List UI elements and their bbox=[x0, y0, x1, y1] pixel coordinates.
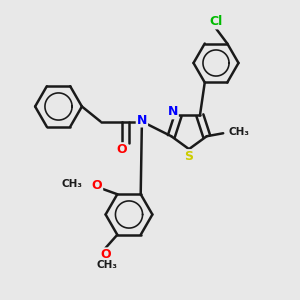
Text: CH₃: CH₃ bbox=[96, 260, 117, 270]
Text: N: N bbox=[137, 113, 147, 127]
Text: CH₃: CH₃ bbox=[229, 127, 250, 137]
Text: N: N bbox=[167, 105, 178, 119]
Text: CH₃: CH₃ bbox=[62, 179, 83, 189]
Text: S: S bbox=[184, 150, 194, 163]
Text: O: O bbox=[92, 179, 102, 192]
Text: Cl: Cl bbox=[209, 15, 223, 28]
Text: O: O bbox=[100, 248, 111, 261]
Text: O: O bbox=[116, 143, 127, 156]
